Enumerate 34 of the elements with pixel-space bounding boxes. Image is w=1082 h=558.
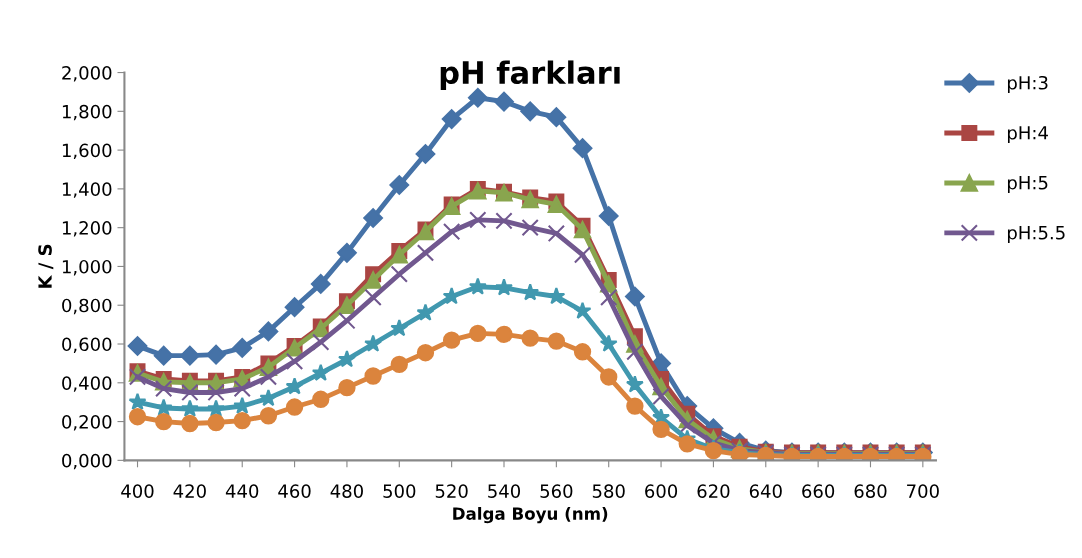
x-tick-label: 400 (121, 484, 154, 498)
legend-label: pH:5.5 (1007, 226, 1065, 244)
x-tick-label: 480 (330, 484, 363, 498)
y-tick-label: 1,800 (62, 104, 112, 121)
x-tick-label: 540 (488, 484, 521, 498)
x-axis-title: Dalga Boyu (nm) (453, 506, 608, 524)
legend-label: pH:5 (1007, 176, 1048, 194)
y-tick-label: 0,000 (62, 453, 112, 470)
y-axis-title: K / S (38, 244, 54, 288)
x-tick-label: 620 (697, 484, 730, 498)
legend-label: pH:3 (1007, 75, 1048, 94)
x-tick-label: 640 (749, 484, 782, 498)
x-tick-label: 600 (645, 484, 678, 498)
y-tick-label: 0,200 (62, 415, 112, 431)
x-tick-label: 440 (225, 484, 259, 498)
y-tick-label: 1,000 (62, 259, 112, 276)
y-tick-label: 1,400 (62, 182, 112, 198)
x-tick-label: 460 (278, 484, 311, 498)
chart-title: pH farkları (440, 60, 620, 91)
y-tick-label: 0,600 (62, 337, 112, 353)
legend-label: pH:4 (1007, 126, 1048, 144)
y-tick-label: 2,000 (62, 66, 112, 82)
x-tick-label: 580 (592, 484, 625, 498)
x-tick-label: 660 (802, 484, 835, 498)
y-tick-label: 1,600 (62, 143, 112, 160)
x-tick-label: 520 (435, 484, 468, 498)
x-tick-label: 560 (540, 484, 573, 498)
x-tick-label: 680 (854, 484, 887, 498)
y-tick-label: 0,800 (62, 298, 112, 315)
y-tick-label: 1,200 (62, 221, 112, 237)
x-tick-label: 420 (173, 484, 206, 498)
y-tick-label: 0,400 (62, 376, 112, 392)
x-tick-label: 700 (907, 484, 939, 498)
x-tick-label: 500 (383, 484, 416, 498)
